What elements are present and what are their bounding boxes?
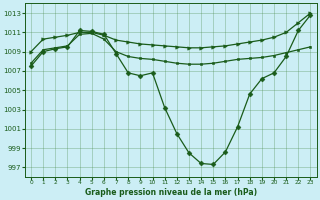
X-axis label: Graphe pression niveau de la mer (hPa): Graphe pression niveau de la mer (hPa): [85, 188, 257, 197]
